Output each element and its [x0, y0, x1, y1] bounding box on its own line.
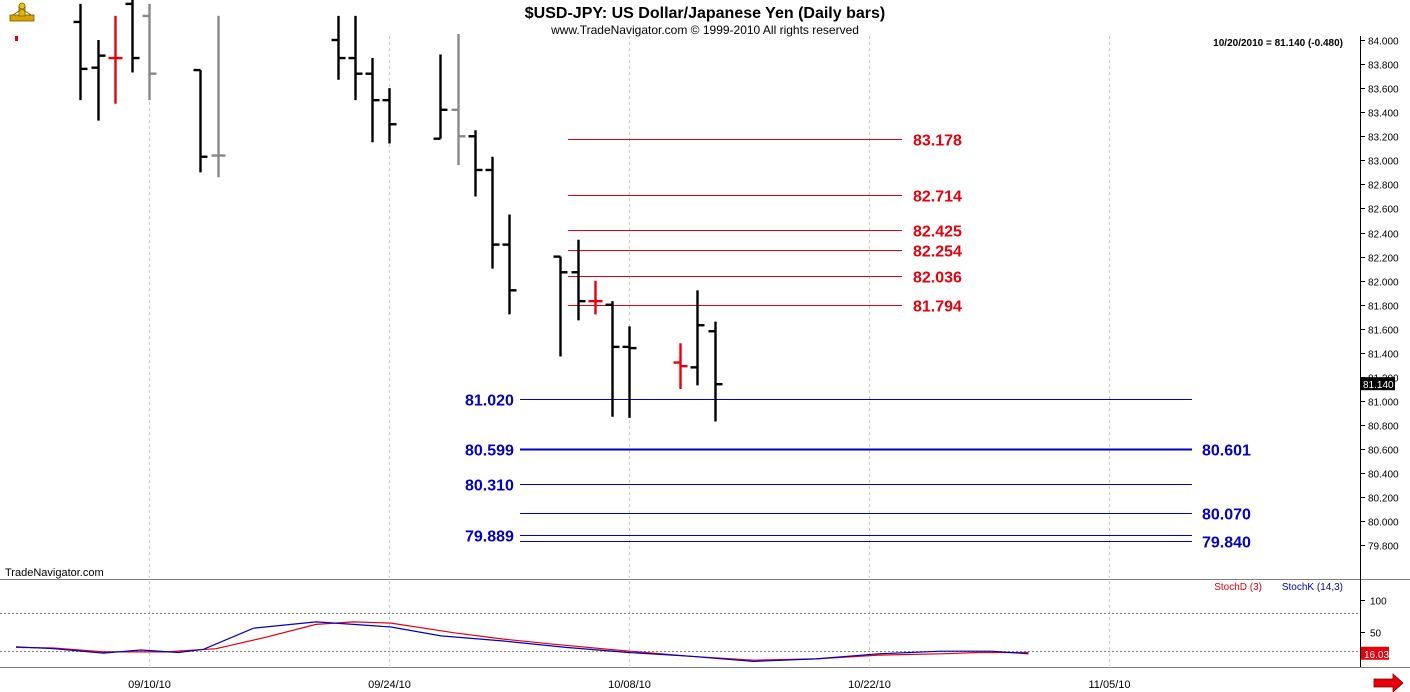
y-tick-label: 83.600 — [1368, 85, 1399, 96]
ohlc-bar — [433, 54, 448, 140]
chart-subtitle: www.TradeNavigator.com © 1999-2010 All r… — [550, 23, 859, 37]
ohlc-bar — [348, 15, 363, 101]
price-panel: 84.000 83.800 83.600 83.400 83.200 83.000 82.8… — [73, 0, 1399, 578]
last-stoch-label: 16.03 — [1364, 650, 1389, 661]
support-level-label: 80.310 — [465, 478, 514, 495]
ohlc-bar — [125, 0, 140, 73]
ohlc-bar — [553, 255, 568, 357]
ohlc-bar — [708, 321, 723, 422]
marker-dot-icon — [15, 36, 18, 41]
ohlc-bar — [622, 326, 637, 418]
stochastic-series-line — [15, 621, 1029, 661]
ohlc-bar — [502, 214, 517, 315]
y-tick-label: 83.200 — [1368, 133, 1399, 144]
y-tick-label: 80.200 — [1368, 494, 1399, 505]
resistance-level-label: 82.425 — [913, 224, 962, 241]
stochastic-legend: StochD (3) StochK (14,3) — [1214, 582, 1343, 593]
y-tick-label: 80.000 — [1368, 518, 1399, 529]
x-tick-label: 10/22/10 — [848, 679, 891, 691]
ohlc-bar — [485, 156, 500, 269]
stochastic-series-line — [15, 621, 1029, 663]
ohlc-bar — [673, 343, 688, 390]
ohlc-bar — [211, 15, 226, 178]
y-tick-label: 84.000 — [1368, 37, 1399, 48]
y-tick-label: 83.000 — [1368, 157, 1399, 168]
trade-navigator-logo-icon — [9, 2, 35, 22]
y-tick-label: 81.800 — [1368, 302, 1399, 313]
ohlc-bar — [690, 290, 705, 386]
ohlc-bar — [73, 3, 88, 101]
stochastic-gridlines — [0, 581, 1360, 666]
ohlc-bar — [108, 15, 123, 104]
legend-stochk: StochK (14,3) — [1282, 582, 1343, 593]
ohlc-bar — [193, 68, 208, 173]
support-level-label: 79.889 — [465, 529, 514, 546]
support-level-label: 79.840 — [1202, 535, 1251, 552]
scroll-right-arrow-icon[interactable] — [1373, 673, 1404, 692]
price-axis: 84.000 83.800 83.600 83.400 83.200 83.000 82.8… — [1360, 37, 1399, 553]
ohlc-bar — [468, 130, 483, 197]
support-level-label: 81.020 — [465, 393, 514, 410]
ohlc-bar — [331, 15, 346, 80]
support-level-label: 80.070 — [1202, 507, 1251, 524]
y-tick-label: 81.600 — [1368, 326, 1399, 337]
x-tick-label: 09/10/10 — [128, 679, 171, 691]
y-tick-label: 50 — [1370, 629, 1382, 640]
resistance-level-label: 82.254 — [913, 244, 962, 261]
ohlc-bar — [451, 33, 466, 166]
resistance-level-label: 82.714 — [913, 189, 962, 206]
support-level-label: 80.601 — [1202, 443, 1251, 460]
ohlc-bar — [605, 301, 620, 417]
y-tick-label: 83.400 — [1368, 109, 1399, 120]
resistance-level-label: 83.178 — [913, 133, 962, 150]
stochastic-panel: 100 50 16.03 StochD (3) StochK (14,3) — [0, 581, 1389, 666]
ohlc-bar — [91, 40, 106, 121]
y-tick-label: 100 — [1370, 597, 1387, 608]
y-tick-label: 80.400 — [1368, 470, 1399, 481]
ohlc-bar — [142, 3, 157, 101]
resistance-level-label: 82.036 — [913, 270, 962, 287]
y-tick-label: 81.000 — [1368, 398, 1399, 409]
last-value-readout: 10/20/2010 = 81.140 (-0.480) — [1213, 38, 1343, 49]
y-tick-label: 80.800 — [1368, 422, 1399, 433]
x-tick-label: 10/08/10 — [608, 679, 651, 691]
y-tick-label: 82.200 — [1368, 254, 1399, 265]
resistance-level-label: 81.794 — [913, 299, 962, 316]
last-stoch-badge — [1361, 646, 1389, 660]
x-tick-label: 11/05/10 — [1088, 679, 1130, 691]
date-axis: 09/10/10 09/24/10 10/08/10 10/22/10 11/05/10 — [128, 679, 1130, 691]
fibonacci-levels: 83.178 82.714 82.425 82.254 82.036 81.794 81.0… — [465, 133, 1251, 552]
y-tick-label: 83.800 — [1368, 61, 1399, 72]
last-price-badge — [1361, 377, 1395, 391]
stochastic-lines — [15, 621, 1029, 663]
chart-title: $USD-JPY: US Dollar/Japanese Yen (Daily … — [525, 5, 885, 22]
y-tick-label: 82.600 — [1368, 205, 1399, 216]
stochastic-axis: 100 50 16.03 — [1360, 597, 1389, 661]
price-gridlines — [149, 36, 1110, 578]
watermark: TradeNavigator.com — [5, 567, 104, 579]
y-tick-label: 82.400 — [1368, 230, 1399, 241]
ohlc-bars — [73, 0, 723, 422]
y-tick-label: 82.000 — [1368, 278, 1399, 289]
x-tick-label: 09/24/10 — [368, 679, 411, 691]
ohlc-bar — [382, 88, 397, 144]
y-tick-label: 81.400 — [1368, 350, 1399, 361]
y-tick-label: 80.600 — [1368, 446, 1399, 457]
last-price-label: 81.140 — [1363, 380, 1394, 391]
ohlc-bar — [571, 239, 586, 321]
legend-stochd: StochD (3) — [1214, 582, 1262, 593]
ohlc-bar — [588, 280, 603, 315]
y-tick-label: 79.800 — [1368, 542, 1399, 553]
support-level-label: 80.599 — [465, 443, 514, 460]
y-tick-label: 82.800 — [1368, 181, 1399, 192]
ohlc-bar — [365, 58, 380, 143]
